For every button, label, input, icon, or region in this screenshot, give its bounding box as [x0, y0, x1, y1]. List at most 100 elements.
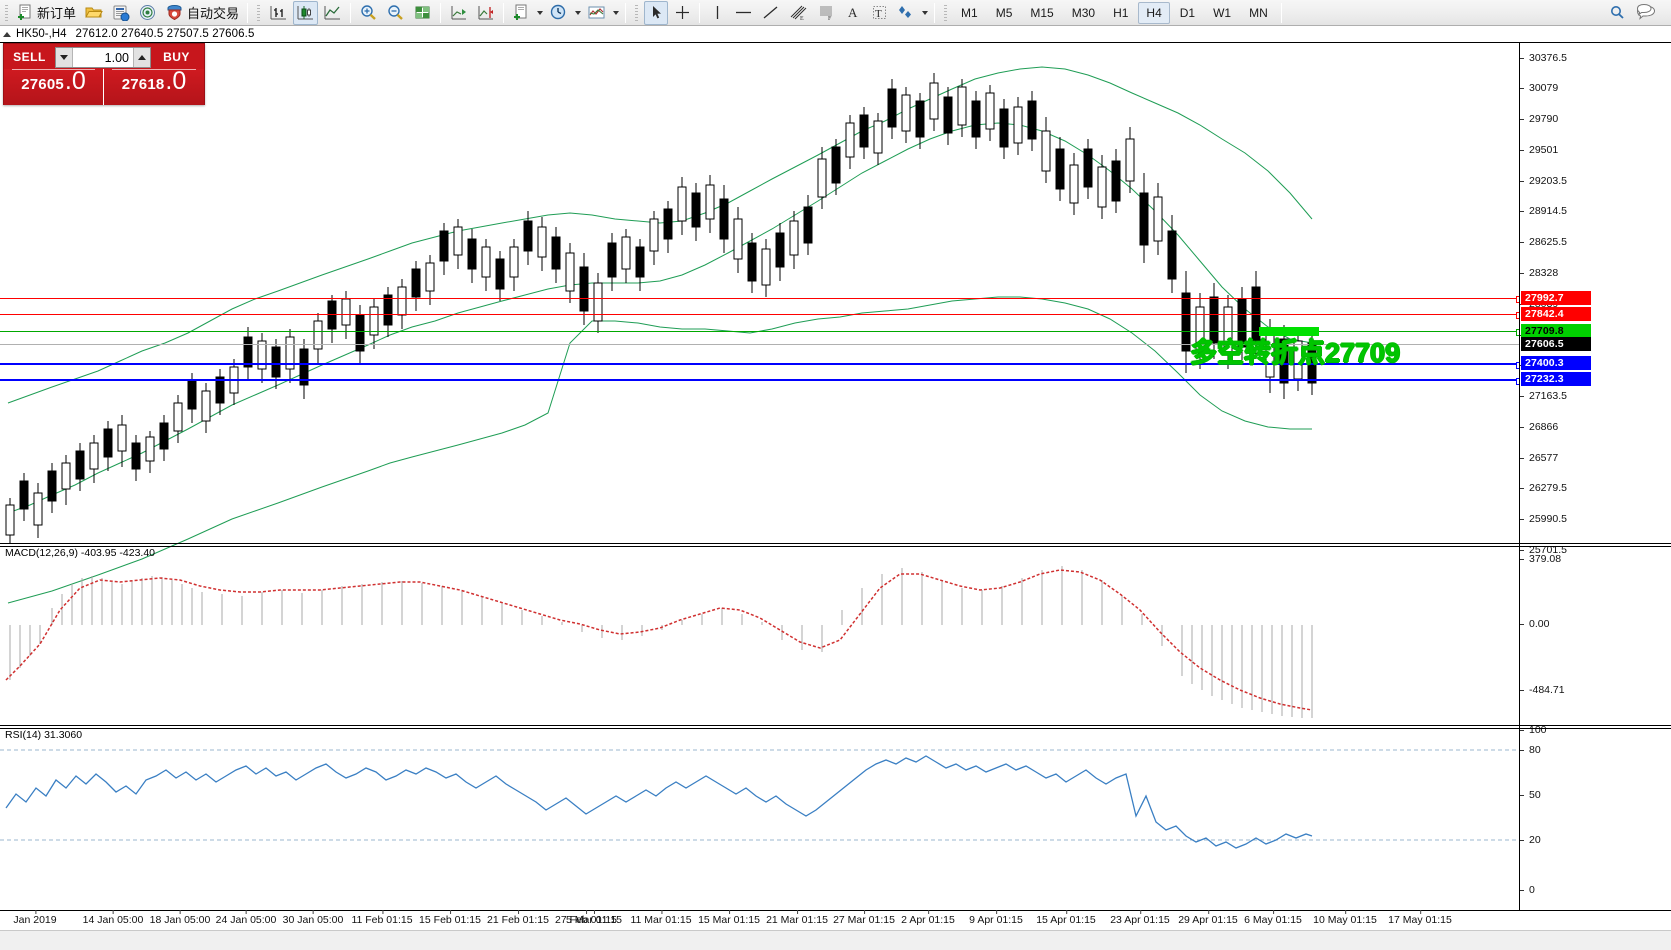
- toolbar-separator-1: [247, 2, 249, 23]
- price-tick: 25701.5: [1520, 544, 1567, 556]
- pivot-annotation: 多空转折点27709: [1190, 338, 1401, 368]
- chart-canvas[interactable]: 多空转折点27709 30376.5 30079 29790 29501 292…: [0, 42, 1671, 930]
- period-dropdown-caret[interactable]: [575, 10, 582, 15]
- period-button[interactable]: [546, 1, 571, 25]
- indicator-dropdown-caret[interactable]: [613, 10, 620, 15]
- toolbar-separator-5: [625, 2, 627, 23]
- shapes-icon: [899, 6, 912, 18]
- folder-button[interactable]: [81, 1, 106, 25]
- price-tick: 29790: [1520, 113, 1558, 125]
- resistance-line-27992[interactable]: [0, 296, 1523, 303]
- candlestick-series: [5, 73, 1317, 543]
- trendline-button[interactable]: [758, 1, 783, 25]
- price-badge-support-1[interactable]: 27400.3: [1521, 356, 1591, 370]
- time-tick: 21 Mar 01:15: [766, 910, 828, 926]
- chat-button[interactable]: [1632, 1, 1660, 25]
- support-line-27232[interactable]: [0, 378, 1523, 385]
- horizontal-line-button[interactable]: [731, 1, 756, 25]
- time-tick: 17 May 01:15: [1388, 910, 1452, 926]
- svg-text:T: T: [875, 8, 882, 20]
- time-tick: 5 Mar 01:15: [565, 910, 623, 926]
- toolbar-separator-2: [350, 2, 352, 23]
- line-chart-button[interactable]: [320, 1, 345, 25]
- buy-button[interactable]: 27618 .0: [104, 69, 204, 105]
- price-tick: 25990.5: [1520, 513, 1567, 525]
- zoom-out-button[interactable]: [383, 1, 408, 25]
- shapes-button[interactable]: [893, 1, 918, 25]
- autoscroll-button[interactable]: [446, 1, 471, 25]
- price-tick: 29203.5: [1520, 175, 1567, 187]
- sell-button[interactable]: 27605 .0: [4, 69, 104, 105]
- timeframe-d1[interactable]: D1: [1179, 5, 1196, 20]
- equidistant-channel-icon: E: [790, 5, 807, 21]
- new-order-button[interactable]: 新订单: [14, 1, 79, 25]
- collapse-triangle-icon[interactable]: [3, 31, 11, 37]
- macd-pane-top-divider-2: [0, 546, 1671, 547]
- macd-label: MACD(12,26,9) -403.95 -423.40: [5, 547, 155, 559]
- zoom-in-button[interactable]: [356, 1, 381, 25]
- cursor-button[interactable]: [644, 0, 669, 25]
- resistance-line-27842[interactable]: [0, 312, 1523, 319]
- volume-decrease-button[interactable]: [56, 48, 73, 67]
- sell-divider: [12, 69, 95, 70]
- timeframe-h4[interactable]: H4: [1138, 1, 1170, 24]
- chart-shift-button[interactable]: [473, 1, 498, 25]
- template-dropdown-caret[interactable]: [537, 10, 544, 15]
- toolbar-grip-3[interactable]: [633, 2, 641, 23]
- fibonacci-button[interactable]: F: [814, 1, 839, 25]
- template-button[interactable]: [509, 1, 533, 25]
- price-axis[interactable]: 30376.5 30079 29790 29501 29203.5 28914.…: [1519, 43, 1671, 930]
- crosshair-button[interactable]: [670, 1, 694, 25]
- toolbar-grip-2[interactable]: [255, 2, 263, 23]
- volume-increase-button[interactable]: [133, 48, 150, 67]
- one-click-trading-panel[interactable]: SELL 1.00 BUY 27605 .0 27618 .0: [3, 43, 205, 105]
- text-button[interactable]: A: [841, 1, 865, 25]
- timeframe-m15[interactable]: M15: [1030, 5, 1054, 20]
- equidistant-channel-button[interactable]: E: [785, 1, 812, 25]
- text-label-button[interactable]: T: [867, 1, 891, 25]
- svg-text:A: A: [848, 5, 858, 20]
- time-tick: 10 May 01:15: [1313, 910, 1377, 926]
- price-tick: 28914.5: [1520, 205, 1567, 217]
- autotrading-button[interactable]: 自动交易: [162, 1, 242, 25]
- last-price-line: [0, 344, 1519, 345]
- candlestick-chart-icon: [297, 6, 314, 20]
- main-toolbar: 新订单: [0, 0, 1671, 26]
- timeframe-h1[interactable]: H1: [1113, 5, 1129, 20]
- text-icon: A: [848, 5, 858, 20]
- timeframe-w1[interactable]: W1: [1213, 5, 1232, 20]
- shapes-dropdown-caret[interactable]: [922, 10, 929, 15]
- price-badge-pivot[interactable]: 27709.8: [1521, 324, 1591, 338]
- indicator-button[interactable]: [584, 1, 609, 25]
- timeframe-mn[interactable]: MN: [1249, 5, 1268, 20]
- candlestick-chart-button[interactable]: [293, 0, 319, 25]
- macd-pane-top-divider: [0, 543, 1671, 544]
- price-tick: 26279.5: [1520, 482, 1567, 494]
- rsi-tick-100: 100: [1520, 724, 1547, 736]
- time-tick: 23 Apr 01:15: [1110, 910, 1170, 926]
- timeframe-m30[interactable]: M30: [1071, 5, 1096, 20]
- news-button[interactable]: [108, 1, 133, 25]
- bar-chart-button[interactable]: [266, 1, 291, 25]
- trendline-icon: [763, 6, 778, 19]
- price-badge-support-2[interactable]: 27232.3: [1521, 372, 1591, 386]
- signals-button[interactable]: [135, 1, 160, 25]
- toolbar-grip-4[interactable]: [942, 2, 950, 23]
- price-badge-resistance-2[interactable]: 27842.4: [1521, 307, 1591, 321]
- buy-price-fraction: .0: [165, 67, 187, 95]
- template-icon: [513, 4, 527, 20]
- signals-icon: [140, 5, 156, 20]
- volume-input[interactable]: 1.00: [104, 50, 129, 65]
- timeframe-m5[interactable]: M5: [995, 5, 1013, 20]
- time-axis[interactable]: Jan 2019 14 Jan 05:00 18 Jan 05:00 24 Ja…: [0, 910, 1671, 930]
- vertical-line-button[interactable]: [705, 1, 729, 25]
- vertical-line-icon: [716, 6, 718, 19]
- timeframe-m1[interactable]: M1: [961, 5, 978, 20]
- time-tick: 15 Apr 01:15: [1036, 910, 1096, 926]
- tile-windows-button[interactable]: [410, 1, 435, 25]
- indicator-icon: [588, 6, 605, 19]
- search-button[interactable]: [1605, 1, 1630, 25]
- price-badge-resistance-1[interactable]: 27992.7: [1521, 291, 1591, 305]
- volume-stepper[interactable]: 1.00: [55, 47, 151, 68]
- toolbar-grip[interactable]: [3, 2, 10, 23]
